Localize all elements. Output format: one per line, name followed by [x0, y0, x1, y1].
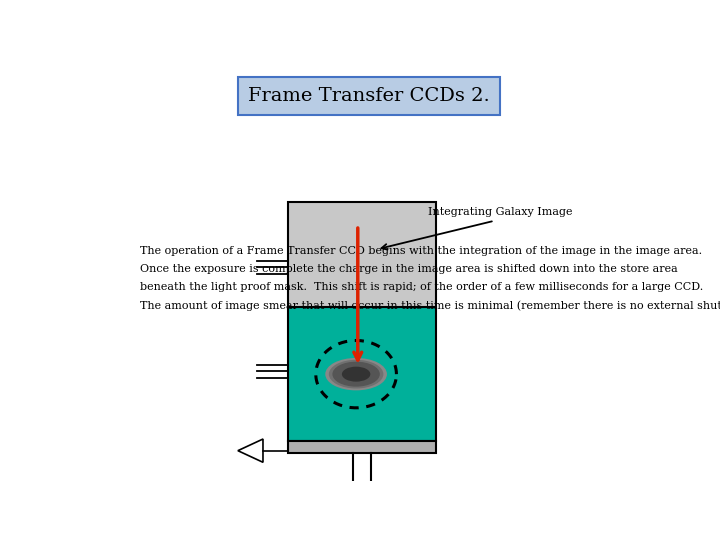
Text: The amount of image smear that will occur in this time is minimal (remember ther: The amount of image smear that will occu… [140, 301, 720, 311]
Text: Once the exposure is complete the charge in the image area is shifted down into : Once the exposure is complete the charge… [140, 264, 678, 274]
Text: beneath the light proof mask.  This shift is rapid; of the order of a few millis: beneath the light proof mask. This shift… [140, 282, 703, 292]
Bar [288, 307, 436, 441]
Text: Frame Transfer CCDs 2.: Frame Transfer CCDs 2. [248, 87, 490, 105]
Ellipse shape [342, 367, 370, 382]
Ellipse shape [329, 360, 383, 388]
Polygon shape [238, 439, 263, 462]
Bar [288, 441, 436, 453]
Text: The operation of a Frame Transfer CCD begins with the integration of the image i: The operation of a Frame Transfer CCD be… [140, 246, 702, 255]
Bar [288, 202, 436, 307]
Text: Integrating Galaxy Image: Integrating Galaxy Image [428, 207, 572, 217]
Ellipse shape [333, 362, 380, 387]
Ellipse shape [325, 358, 387, 390]
